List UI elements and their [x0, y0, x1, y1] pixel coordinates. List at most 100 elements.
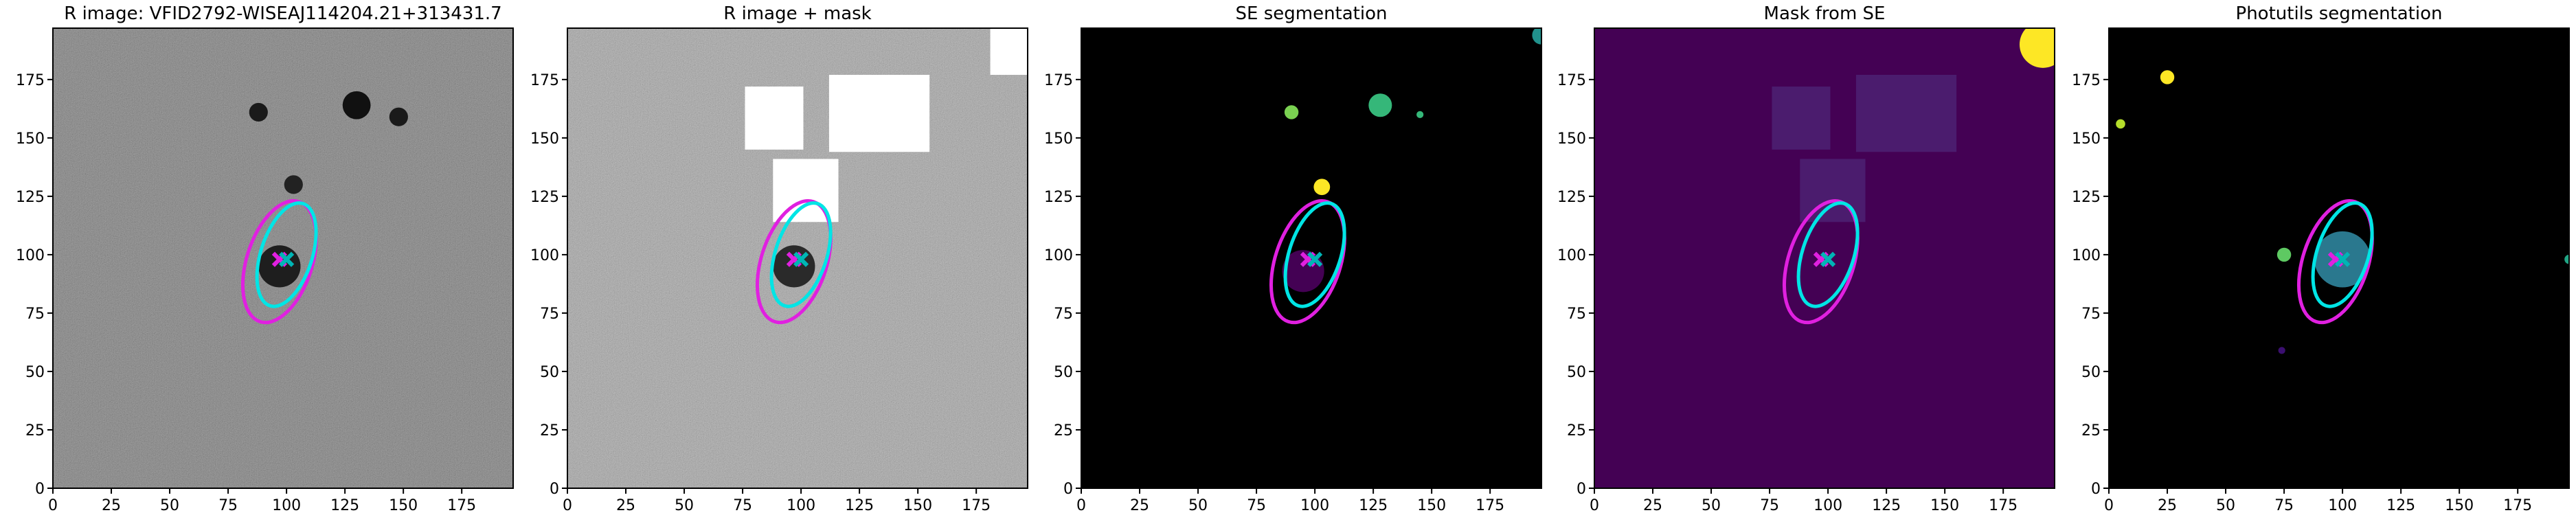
y-tick-label: 0: [2091, 481, 2101, 498]
x-tick-label: 75: [2274, 497, 2294, 514]
y-tick-label: 25: [1054, 422, 1073, 439]
panel-title: R image + mask: [723, 3, 872, 24]
y-tick-label: 25: [540, 422, 559, 439]
x-tick-label: 25: [102, 497, 121, 514]
panel: [1081, 28, 1541, 488]
x-tick-label: 0: [1076, 497, 1086, 514]
y-tick-label: 150: [2072, 130, 2101, 148]
x-tick-label: 75: [1247, 497, 1266, 514]
panel-title: SE segmentation: [1236, 3, 1388, 24]
x-tick-label: 75: [1760, 497, 1779, 514]
x-tick-label: 150: [1930, 497, 1959, 514]
segment: [1532, 28, 1541, 45]
y-tick-label: 125: [16, 189, 45, 206]
y-tick-label: 75: [2081, 306, 2101, 323]
y-tick-label: 25: [25, 422, 45, 439]
y-tick-label: 100: [2072, 247, 2101, 264]
y-tick-label: 150: [530, 130, 559, 148]
y-tick-label: 0: [35, 481, 45, 498]
y-tick-label: 75: [540, 306, 559, 323]
x-tick-label: 25: [1130, 497, 1149, 514]
center-marker: [2334, 251, 2351, 267]
panel-title: Mask from SE: [1764, 3, 1886, 24]
x-tick-label: 125: [1359, 497, 1388, 514]
x-tick-label: 50: [675, 497, 694, 514]
segment: [258, 245, 301, 288]
center-marker: [793, 251, 809, 267]
panel-title: R image: VFID2792-WISEAJ114204.21+313431…: [64, 3, 501, 24]
mask-region: [990, 28, 1028, 76]
segment: [284, 175, 303, 194]
x-tick-label: 100: [272, 497, 301, 514]
segment: [1313, 179, 1331, 196]
x-tick-label: 175: [962, 497, 991, 514]
y-tick-label: 175: [16, 72, 45, 89]
y-tick-label: 175: [1557, 72, 1586, 89]
x-tick-label: 125: [2386, 497, 2415, 514]
x-tick-label: 50: [160, 497, 179, 514]
center-marker: [278, 251, 295, 267]
x-tick-label: 175: [447, 497, 476, 514]
x-tick-label: 50: [1702, 497, 1721, 514]
y-tick-label: 125: [530, 189, 559, 206]
y-tick-label: 50: [1567, 364, 1586, 381]
axes-frame: [52, 27, 514, 489]
x-tick-label: 175: [2503, 497, 2532, 514]
panel: [53, 28, 513, 488]
y-tick-label: 175: [530, 72, 559, 89]
aperture-ellipse: [1796, 201, 1860, 308]
axes-frame: [2108, 27, 2570, 489]
segment: [1416, 111, 1424, 118]
segment: [2116, 119, 2125, 129]
x-tick-label: 125: [1872, 497, 1901, 514]
y-tick-label: 175: [2072, 72, 2101, 89]
segment: [2564, 254, 2569, 264]
y-tick-label: 100: [16, 247, 45, 264]
x-tick-label: 100: [1300, 497, 1329, 514]
y-tick-label: 150: [16, 130, 45, 148]
x-tick-label: 175: [1476, 497, 1504, 514]
y-tick-label: 125: [2072, 189, 2101, 206]
y-tick-label: 50: [25, 364, 45, 381]
y-tick-label: 125: [1557, 189, 1586, 206]
x-tick-label: 125: [330, 497, 359, 514]
segment: [389, 107, 408, 126]
y-tick-label: 100: [1557, 247, 1586, 264]
y-tick-label: 0: [550, 481, 559, 498]
segment: [2276, 247, 2292, 262]
y-tick-label: 50: [1054, 364, 1073, 381]
x-tick-label: 75: [218, 497, 238, 514]
segment: [2160, 70, 2175, 84]
segment: [2278, 347, 2285, 354]
segment: [773, 245, 815, 288]
mask-region: [828, 75, 930, 152]
axes-frame: [567, 27, 1028, 489]
panel: [567, 28, 1028, 488]
x-tick-label: 150: [2445, 497, 2474, 514]
x-tick-label: 50: [2216, 497, 2235, 514]
segment: [2019, 28, 2055, 68]
y-tick-label: 175: [1044, 72, 1073, 89]
aperture-ellipse: [1283, 201, 1346, 308]
x-tick-label: 125: [845, 497, 874, 514]
y-tick-label: 25: [1567, 422, 1586, 439]
x-tick-label: 25: [616, 497, 635, 514]
mask-region: [1855, 75, 1957, 152]
y-tick-label: 75: [25, 306, 45, 323]
x-tick-label: 150: [903, 497, 932, 514]
x-tick-label: 0: [48, 497, 58, 514]
x-tick-label: 0: [2104, 497, 2114, 514]
y-tick-label: 100: [530, 247, 559, 264]
x-tick-label: 25: [2158, 497, 2177, 514]
y-tick-label: 100: [1044, 247, 1073, 264]
aperture-ellipse: [769, 201, 833, 308]
x-tick-label: 50: [1188, 497, 1208, 514]
segment: [342, 91, 371, 119]
panel-title: Photutils segmentation: [2236, 3, 2443, 24]
x-tick-label: 100: [1814, 497, 1842, 514]
mask-region: [1772, 87, 1831, 150]
center-marker: [1820, 251, 1836, 267]
mask-region: [745, 87, 804, 150]
